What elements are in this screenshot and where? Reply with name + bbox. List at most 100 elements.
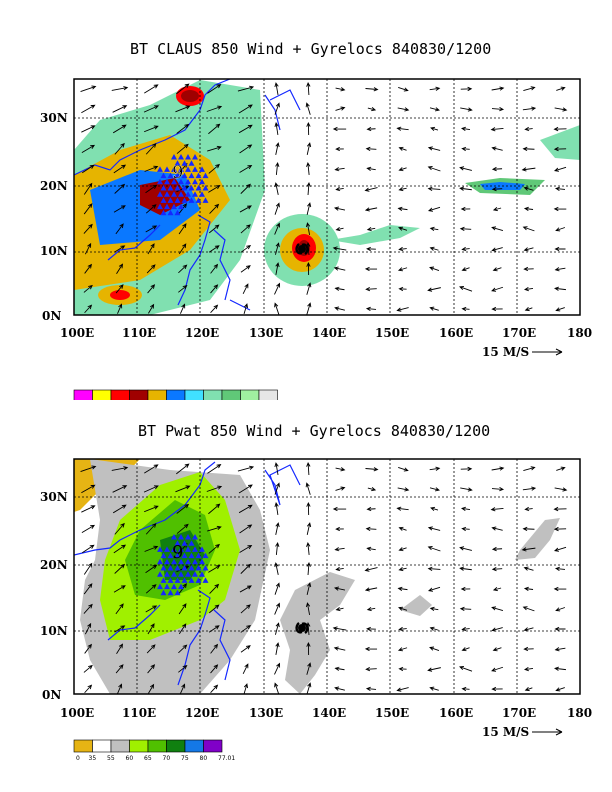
claus-lon-label: 120E — [185, 326, 219, 340]
pwat-wind-arrow — [81, 484, 96, 494]
pwat-wind-arrow — [83, 664, 93, 673]
pwat-gyre-triangle — [167, 589, 174, 596]
claus-gyre-triangle — [171, 154, 177, 160]
claus-wind-arrow — [398, 246, 407, 252]
pwat-gyre-triangle — [167, 552, 174, 559]
pwat-wind-arrow — [492, 647, 502, 652]
pwat-wind-arrow — [397, 586, 408, 591]
pwat-gyre-triangle — [174, 565, 181, 571]
pwat-wind-arrow — [397, 487, 410, 492]
pwat-wind-arrow — [306, 662, 312, 675]
claus-gyre-triangle — [160, 185, 167, 191]
claus-wind-arrow — [396, 126, 409, 131]
pwat-gray-typhoon — [280, 572, 355, 694]
pwat-gyre-triangle — [171, 571, 177, 577]
claus-wind-arrow — [397, 107, 410, 112]
claus-wind-arrow — [366, 166, 376, 171]
claus-gyre-triangle — [160, 172, 167, 179]
claus-gyre-triangle — [167, 172, 174, 179]
pwat-wind-arrow — [523, 566, 534, 571]
pwat-wind-arrow — [114, 625, 126, 633]
claus-wind-arrow — [461, 246, 470, 252]
pwat-lon-label: 110E — [122, 706, 156, 720]
pwat-lat-label: 10N — [40, 624, 68, 638]
claus-wind-arrow — [429, 246, 439, 251]
claus-gyre-triangle — [171, 191, 177, 197]
claus-wind-arrow — [240, 265, 251, 273]
pwat-gyre-triangle — [160, 589, 167, 596]
claus-gyre-triangle — [195, 185, 202, 191]
claus-gyre-triangle — [167, 197, 174, 203]
claus-gyre-triangle — [171, 203, 177, 210]
claus-gyre-triangle — [171, 178, 177, 185]
claus-wind-arrow — [115, 284, 124, 294]
pwat-wind-arrow — [274, 682, 280, 694]
pwat-lon-label: 100E — [60, 706, 94, 720]
claus-lat-label: 20N — [40, 179, 68, 193]
pwat-wind-arrow — [429, 646, 440, 651]
pwat-wind-arrow — [238, 484, 253, 494]
pwat-wind-arrow — [398, 606, 408, 611]
claus-wind-arrow — [427, 186, 441, 191]
claus-wind-arrow — [243, 303, 249, 314]
pwat-lon-label: 140E — [312, 706, 346, 720]
claus-colorbar-swatch — [166, 389, 186, 400]
claus-colorbar-swatch — [147, 389, 167, 400]
claus-gyre-triangle — [160, 197, 167, 203]
claus-wind-arrow — [240, 183, 251, 194]
pwat-wind-arrow — [146, 644, 156, 654]
pwat-wind-arrow — [274, 622, 280, 635]
claus-wind-arrow — [144, 84, 159, 94]
claus-gyre-triangle — [164, 203, 170, 210]
claus-wind-arrow — [332, 126, 347, 132]
pwat-gyre-triangle — [167, 565, 174, 571]
claus-gyre-triangle — [178, 191, 184, 197]
claus-lat-label: 0N — [42, 309, 61, 323]
pwat-wind-arrow — [523, 627, 534, 632]
pwat-gyre-triangle — [167, 577, 174, 583]
claus-gyre-triangle — [188, 197, 195, 203]
pwat-wind-arrow — [523, 646, 534, 652]
pwat-wind-arrow — [554, 626, 566, 632]
claus-wind-arrow — [81, 164, 95, 174]
claus-wind-arrow — [335, 87, 346, 92]
pwat-wind-arrow — [306, 641, 311, 656]
pwat-wind-arrow — [366, 546, 376, 551]
pwat-wind-arrow — [430, 506, 439, 511]
pwat-wind-arrow — [491, 566, 503, 572]
pwat-wind-arrow — [491, 627, 503, 632]
claus-wind-arrow — [114, 142, 125, 155]
claus-lon-label: 110E — [122, 326, 156, 340]
claus-cloud-ne — [540, 125, 580, 160]
claus-wind-arrow — [492, 267, 502, 272]
pwat-wind-arrow — [237, 465, 255, 472]
claus-wind-arrow — [242, 283, 249, 294]
claus-wind-arrow — [274, 102, 280, 115]
claus-wind-arrow — [84, 304, 93, 314]
claus-wind-arrow — [334, 206, 346, 211]
claus-wind-arrow — [112, 105, 128, 113]
pwat-wind-arrow — [553, 546, 567, 552]
claus-wind-arrow — [178, 243, 187, 255]
claus-gyre-triangle — [178, 178, 184, 185]
pwat-wind-arrow — [80, 465, 97, 473]
claus-cloud-band — [330, 225, 420, 245]
pwat-gyre-triangle — [195, 577, 202, 583]
pwat-wind-arrow — [147, 664, 156, 674]
claus-wind-arrow — [275, 162, 280, 176]
claus-wind-arrow — [306, 142, 312, 155]
pwat-colorbar-label: 65 — [144, 755, 152, 762]
claus-wind-arrow — [81, 104, 96, 114]
claus-wind-arrow — [210, 263, 219, 274]
pwat-wind-arrow — [147, 623, 155, 635]
pwat-wind-arrow — [275, 522, 280, 535]
claus-wind-arrow — [459, 186, 472, 191]
pwat-wind-arrow — [82, 544, 95, 554]
pwat-wind-arrow — [335, 486, 346, 491]
claus-gyre-triangle — [174, 209, 181, 216]
pwat-gyre-triangle — [157, 546, 163, 552]
pwat-wind-arrow — [459, 665, 473, 672]
claus-wind-arrow — [175, 105, 191, 113]
pwat-wind-arrow — [275, 642, 280, 655]
claus-wind-arrow — [207, 145, 222, 152]
